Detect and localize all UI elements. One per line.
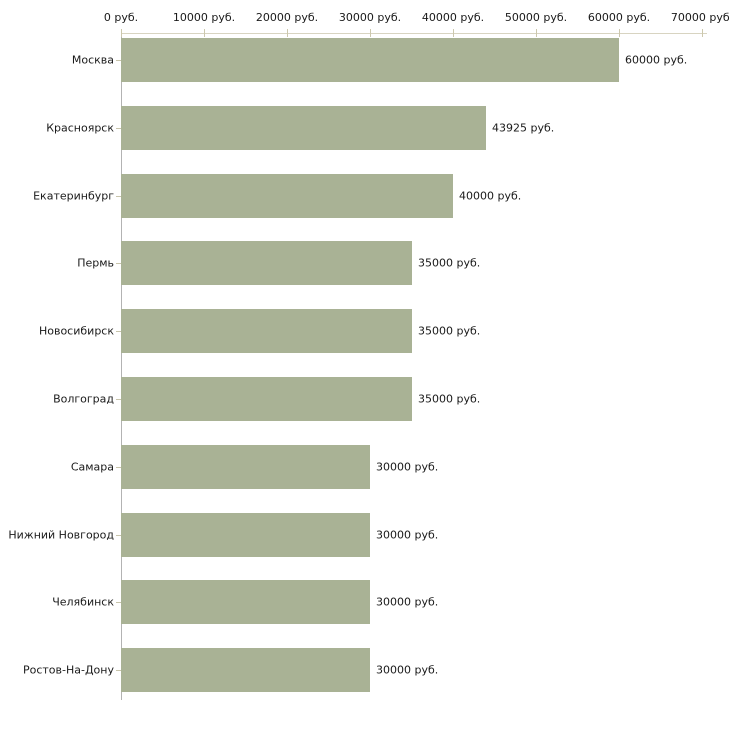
- bar: [121, 174, 453, 218]
- value-label: 40000 руб.: [459, 189, 522, 203]
- category-label: Ростов-На-Дону: [22, 663, 114, 677]
- category-label: Волгоград: [53, 392, 114, 406]
- value-label: 35000 руб.: [418, 392, 481, 406]
- x-tick-mark: [287, 29, 288, 37]
- category-label: Новосибирск: [38, 324, 114, 338]
- category-label: Москва: [71, 53, 114, 67]
- x-tick-mark: [702, 29, 703, 37]
- category-label: Нижний Новгород: [8, 528, 114, 542]
- category-tick: [116, 196, 121, 197]
- value-label: 30000 руб.: [376, 595, 439, 609]
- x-tick-mark: [536, 29, 537, 37]
- category-tick: [116, 467, 121, 468]
- x-tick-label: 40000 руб.: [421, 11, 485, 24]
- category-label: Пермь: [77, 256, 114, 270]
- x-tick-mark: [619, 29, 620, 37]
- value-label: 30000 руб.: [376, 528, 439, 542]
- value-label: 35000 руб.: [418, 324, 481, 338]
- x-axis-line: [121, 33, 707, 34]
- x-tick-label: 60000 руб.: [587, 11, 651, 24]
- value-label: 30000 руб.: [376, 460, 439, 474]
- category-tick: [116, 331, 121, 332]
- category-tick: [116, 60, 121, 61]
- x-tick-label: 70000 руб.: [670, 11, 730, 24]
- bar: [121, 38, 619, 82]
- bar: [121, 648, 370, 692]
- x-tick-label: 20000 руб.: [255, 11, 319, 24]
- x-tick-label: 10000 руб.: [172, 11, 236, 24]
- bar: [121, 241, 412, 285]
- category-label: Екатеринбург: [33, 189, 114, 203]
- value-label: 35000 руб.: [418, 256, 481, 270]
- value-label: 60000 руб.: [625, 53, 688, 67]
- x-tick-mark: [204, 29, 205, 37]
- bar: [121, 445, 370, 489]
- category-tick: [116, 128, 121, 129]
- x-tick-label: 0 руб.: [103, 11, 139, 24]
- category-label: Красноярск: [46, 121, 114, 135]
- category-tick: [116, 263, 121, 264]
- bar: [121, 106, 486, 150]
- bar: [121, 580, 370, 624]
- category-label: Самара: [70, 460, 114, 474]
- x-tick-mark: [370, 29, 371, 37]
- y-axis-line: [121, 29, 122, 700]
- category-tick: [116, 670, 121, 671]
- category-tick: [116, 602, 121, 603]
- x-tick-label: 30000 руб.: [338, 11, 402, 24]
- category-tick: [116, 535, 121, 536]
- category-label: Челябинск: [52, 595, 114, 609]
- bar: [121, 309, 412, 353]
- value-label: 43925 руб.: [492, 121, 555, 135]
- bar: [121, 377, 412, 421]
- value-label: 30000 руб.: [376, 663, 439, 677]
- category-tick: [116, 399, 121, 400]
- bar: [121, 513, 370, 557]
- x-tick-label: 50000 руб.: [504, 11, 568, 24]
- x-tick-mark: [453, 29, 454, 37]
- x-tick-mark: [121, 29, 122, 37]
